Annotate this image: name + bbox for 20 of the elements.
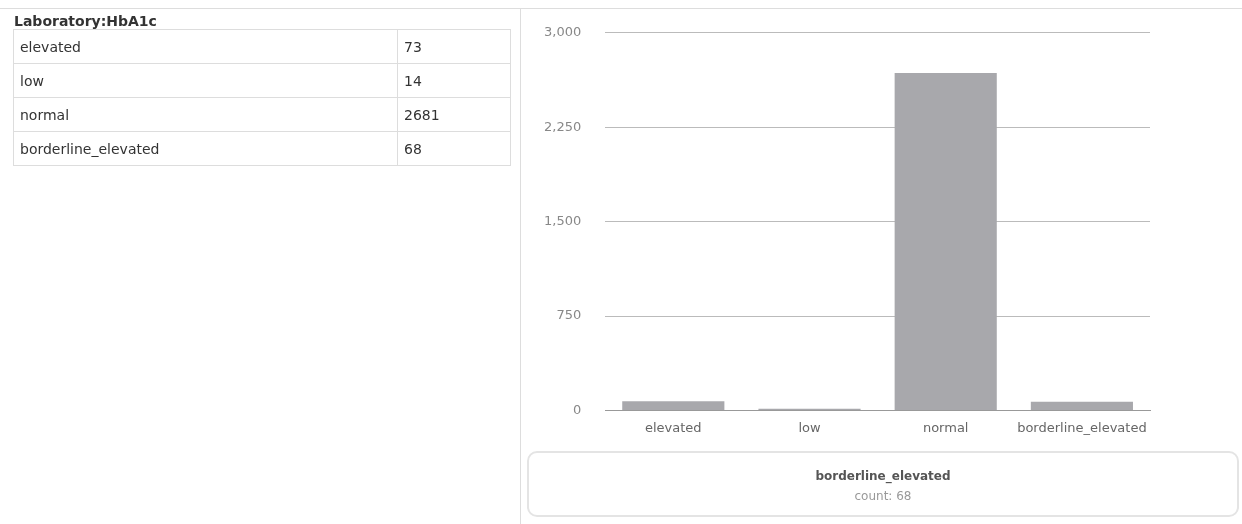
x-tick-label: normal	[922, 419, 969, 435]
y-tick-label: 1,500	[544, 212, 582, 228]
text: Laboratory:HbA1c	[14, 13, 158, 29]
text: low	[13, 63, 398, 98]
text: 2681	[397, 97, 511, 132]
text: elevated	[13, 29, 398, 64]
y-tick-label: 3,000	[544, 24, 582, 40]
text: 73	[397, 29, 511, 64]
text: borderline_elevated	[814, 469, 952, 483]
y-tick-label: 2,250	[544, 118, 582, 134]
text: borderline_elevated	[13, 131, 398, 166]
text: normal	[13, 97, 398, 132]
x-tick-label: borderline_elevated	[1017, 419, 1147, 435]
y-tick-label: 0	[572, 401, 582, 417]
x-tick-label: low	[798, 419, 821, 435]
text: 68	[397, 131, 511, 166]
text: 14	[397, 63, 511, 98]
x-tick-label: elevated	[645, 419, 702, 435]
y-tick-label: 750	[556, 307, 582, 323]
text: count: 68	[853, 489, 913, 503]
